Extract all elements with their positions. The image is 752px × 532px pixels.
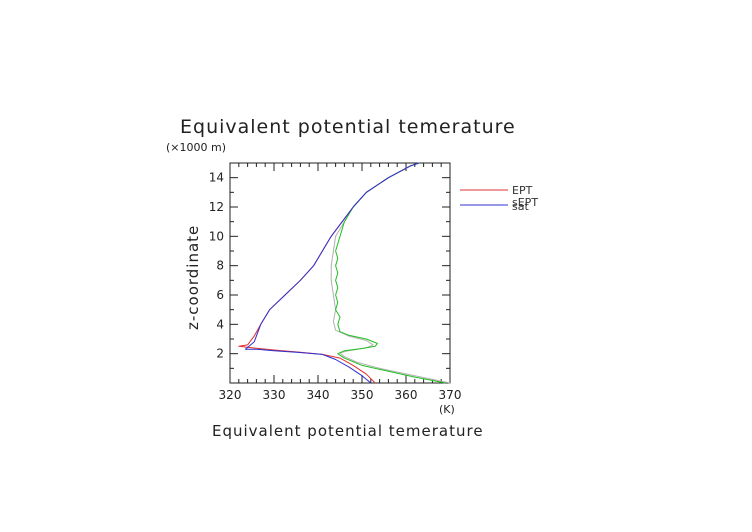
legend-label-ept: EPT (512, 184, 533, 197)
y-tick-label: 10 (209, 229, 224, 243)
x-axis: 320 330 340 350 360 370 (219, 163, 462, 402)
x-tick-label: 370 (439, 388, 462, 402)
y-tick-label: 2 (216, 347, 224, 361)
y-tick-label: 12 (209, 200, 224, 214)
series-layer (238, 162, 451, 384)
x-tick-label: 340 (307, 388, 330, 402)
y-tick-label: 14 (209, 171, 224, 185)
y-tick-label: 6 (216, 288, 224, 302)
chart-title: Equivalent potential temerature (180, 116, 516, 138)
x-tick-label: 330 (263, 388, 286, 402)
y-unit-label: (×1000 m) (166, 141, 226, 154)
y-tick-label: 8 (216, 259, 224, 273)
legend-label-sept: sEPT (512, 196, 538, 209)
plot-frame (229, 162, 451, 384)
x-tick-label: 350 (351, 388, 374, 402)
y-tick-label: 4 (216, 317, 224, 331)
x-tick-label: 320 (219, 388, 242, 402)
x-axis-title: Equivalent potential temerature (212, 422, 484, 440)
series-line-satept (244, 162, 420, 384)
series-line-sat (335, 162, 446, 384)
y-axis-title: z-coordinate (184, 225, 202, 330)
y-axis: 2 4 6 8 10 12 14 (209, 171, 450, 369)
x-tick-label: 360 (395, 388, 418, 402)
x-unit-label: (K) (439, 403, 455, 416)
legend-label-sat: sat (512, 200, 529, 213)
